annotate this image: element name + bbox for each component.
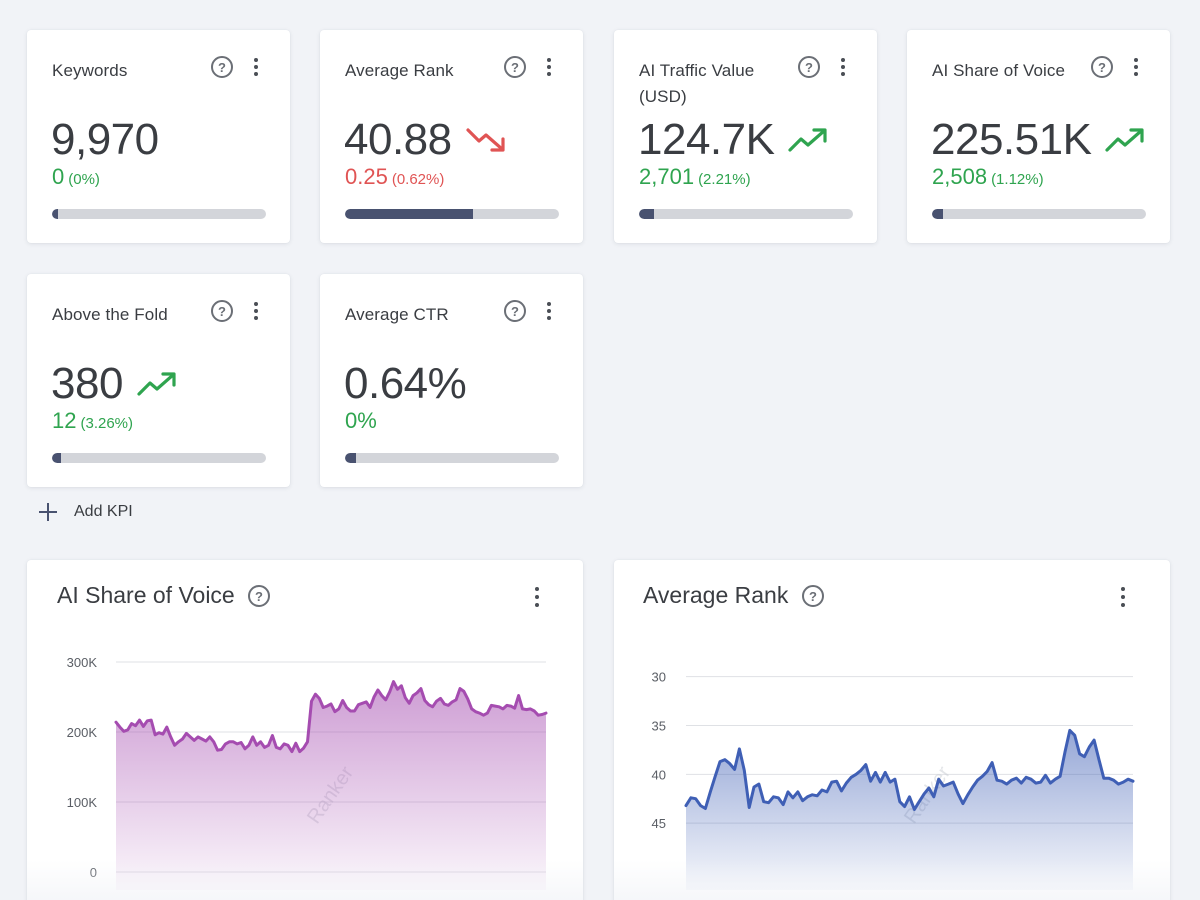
kpi-change-value: 2,508 [932, 164, 988, 189]
y-tick-label: 100K [67, 795, 98, 810]
kpi-change: 0.25 (0.62%) [345, 164, 444, 193]
trend-up-icon [1105, 126, 1145, 154]
kpi-card-ai-share-of-voice: AI Share of Voice ? 225.51K 2,508 (1.12%) [907, 30, 1170, 243]
kpi-card-average-ctr: Average CTR ? 0.64% 0% [320, 274, 583, 487]
trend-up-icon [137, 370, 177, 398]
ai-share-of-voice-chart: 300K200K100K0Ranker [67, 655, 548, 890]
kpi-value-row: 124.7K [638, 114, 828, 166]
kpi-change-value: 0% [345, 408, 377, 433]
more-menu-icon[interactable] [840, 58, 846, 76]
kpi-progress-bar [52, 453, 266, 463]
kpi-card-ai-traffic-value: AI Traffic Value (USD) ? 124.7K 2,701 (2.… [614, 30, 877, 243]
trend-up-icon [788, 126, 828, 154]
series-area [116, 681, 546, 890]
help-icon[interactable]: ? [248, 585, 270, 607]
y-tick-label: 35 [652, 718, 666, 733]
chart-card-average-rank: Average Rank ? 30354045Ranker [614, 560, 1170, 900]
kpi-progress-bar [52, 209, 266, 219]
kpi-progress-bar [639, 209, 853, 219]
chart-card-ai-share-of-voice: AI Share of Voice ? 300K200K100K0Ranker [27, 560, 583, 900]
more-menu-icon[interactable] [1120, 587, 1126, 607]
y-tick-label: 45 [652, 816, 666, 831]
help-icon[interactable]: ? [211, 300, 233, 322]
kpi-progress-fill [345, 209, 474, 219]
y-tick-label: 300K [67, 655, 98, 670]
series-line[interactable] [684, 728, 1135, 811]
chart-fade [614, 860, 1170, 900]
kpi-change-value: 0.25 [345, 164, 388, 189]
kpi-card-average-rank: Average Rank ? 40.88 0.25 (0.62%) [320, 30, 583, 243]
kpi-title: Average Rank [345, 61, 454, 80]
kpi-change-percent: (2.21%) [698, 171, 751, 188]
trend-down-icon [466, 126, 506, 154]
kpi-title: Keywords [52, 61, 128, 80]
series-area [686, 730, 1133, 890]
kpi-change-percent: (0%) [68, 171, 100, 188]
kpi-title: Above the Fold [52, 305, 168, 324]
more-menu-icon[interactable] [546, 58, 552, 76]
kpi-change-value: 2,701 [639, 164, 695, 189]
chart-title: Average Rank [643, 582, 789, 608]
help-icon[interactable]: ? [1091, 56, 1113, 78]
kpi-value: 124.7K [638, 115, 775, 164]
average-rank-chart: 30354045Ranker [652, 670, 1135, 890]
kpi-change-percent: (3.26%) [80, 415, 134, 432]
kpi-progress-fill [639, 209, 654, 219]
add-kpi-button[interactable]: Add KPI [38, 498, 133, 526]
kpi-value: 380 [51, 359, 123, 408]
help-icon[interactable]: ? [504, 300, 526, 322]
y-tick-label: 30 [652, 670, 666, 685]
kpi-value-row: 380 [51, 358, 177, 410]
kpi-value: 9,970 [51, 115, 159, 164]
kpi-change: 0% [345, 408, 381, 437]
kpi-change: 0 (0%) [52, 164, 100, 193]
chart-fade [27, 860, 583, 900]
kpi-change: 12 (3.26%) [52, 408, 133, 437]
kpi-value: 225.51K [931, 115, 1092, 164]
kpi-value-row: 40.88 [344, 114, 506, 166]
more-menu-icon[interactable] [546, 302, 552, 320]
kpi-value-row: 225.51K [931, 114, 1145, 166]
kpi-value-row: 0.64% [344, 358, 467, 410]
kpi-value: 40.88 [344, 115, 452, 164]
kpi-progress-fill [52, 209, 59, 219]
y-tick-label: 200K [67, 725, 98, 740]
kpi-title: AI Traffic Value (USD) [639, 61, 755, 106]
more-menu-icon[interactable] [253, 58, 259, 76]
kpi-change: 2,701 (2.21%) [639, 164, 751, 193]
more-menu-icon[interactable] [534, 587, 540, 607]
kpi-change-percent: (1.12%) [991, 171, 1044, 188]
kpi-card-keywords: Keywords ? 9,970 0 (0%) [27, 30, 290, 243]
kpi-progress-bar [345, 453, 559, 463]
chart-title: AI Share of Voice [57, 582, 235, 608]
help-icon[interactable]: ? [211, 56, 233, 78]
more-menu-icon[interactable] [253, 302, 259, 320]
kpi-card-above-the-fold: Above the Fold ? 380 12 (3.26%) [27, 274, 290, 487]
kpi-change-value: 0 [52, 164, 65, 189]
add-kpi-label: Add KPI [74, 503, 133, 520]
kpi-value-row: 9,970 [51, 114, 159, 166]
kpi-change: 2,508 (1.12%) [932, 164, 1044, 193]
kpi-progress-bar [932, 209, 1146, 219]
help-icon[interactable]: ? [802, 585, 824, 607]
kpi-title: AI Share of Voice [932, 61, 1066, 80]
kpi-title: Average CTR [345, 305, 449, 324]
kpi-progress-fill [345, 453, 356, 463]
kpi-progress-bar [345, 209, 559, 219]
y-tick-label: 40 [652, 767, 666, 782]
help-icon[interactable]: ? [798, 56, 820, 78]
kpi-progress-fill [52, 453, 61, 463]
kpi-change-value: 12 [52, 408, 77, 433]
series-line[interactable] [114, 680, 548, 754]
kpi-progress-fill [932, 209, 943, 219]
kpi-value: 0.64% [344, 359, 467, 408]
help-icon[interactable]: ? [504, 56, 526, 78]
kpi-change-percent: (0.62%) [391, 171, 445, 188]
more-menu-icon[interactable] [1133, 58, 1139, 76]
plus-icon [38, 502, 58, 522]
